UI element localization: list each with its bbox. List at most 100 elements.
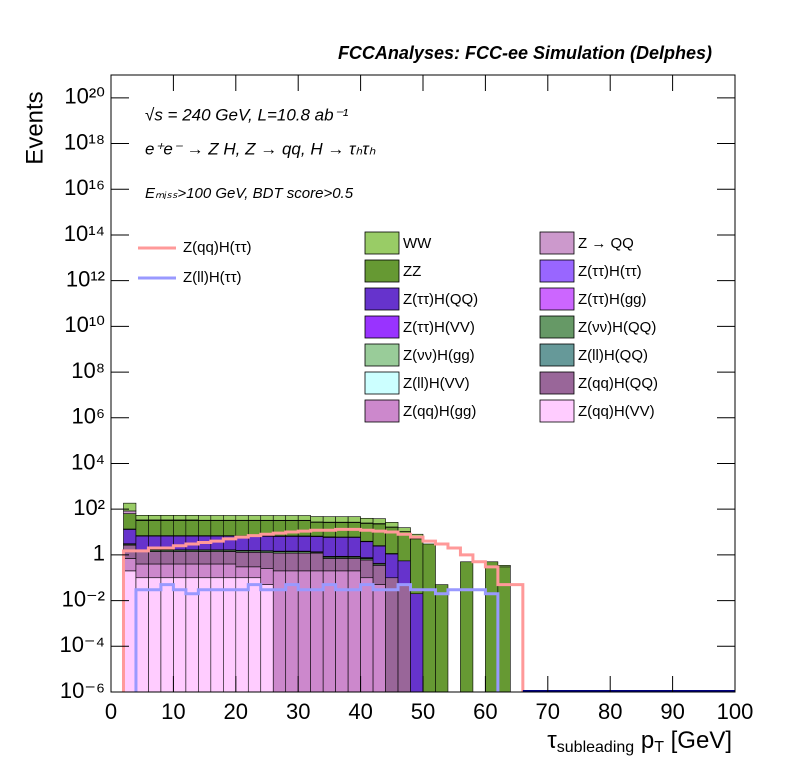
- y-tick-label: 10¹⁶: [64, 175, 105, 200]
- bar-segment: [160, 520, 174, 536]
- bar-segment: [185, 515, 199, 521]
- legend-label: Z(νν)H(QQ): [578, 319, 656, 336]
- bar-segment: [397, 584, 411, 692]
- bar-segment: [347, 537, 361, 557]
- y-tick-label: 10¹⁸: [64, 129, 105, 154]
- legend-label: Z(ττ)H(gg): [578, 291, 647, 308]
- bar-segment: [160, 577, 174, 692]
- legend-swatch: [364, 343, 400, 367]
- bar-segment: [285, 515, 299, 521]
- legend-swatch: [364, 287, 400, 311]
- legend-label: Z(νν)H(gg): [403, 347, 475, 364]
- bar-segment: [123, 502, 137, 512]
- step-line: [134, 583, 500, 692]
- bar-segment: [223, 520, 237, 536]
- legend-swatch: [364, 371, 400, 395]
- y-tick-label: 10⁶: [71, 404, 105, 429]
- bar-segment: [173, 577, 187, 692]
- bar-segment: [210, 520, 224, 536]
- bar-segment: [210, 563, 224, 579]
- x-tick-label: 0: [105, 699, 117, 724]
- bar-segment: [223, 577, 237, 692]
- bar-segment: [397, 527, 411, 532]
- bar-segment: [247, 566, 262, 579]
- bar-segment: [385, 553, 399, 579]
- legend-swatch: [364, 259, 400, 283]
- bar-segment: [210, 551, 224, 565]
- bar-segment: [310, 516, 324, 523]
- legend-swatch: [364, 315, 400, 339]
- bar-segment: [297, 552, 311, 572]
- bar-segment: [148, 551, 162, 565]
- y-tick-label: 10⁻⁶: [60, 678, 105, 703]
- bar-segment: [322, 558, 336, 572]
- bar-segment: [210, 577, 224, 692]
- bar-segment: [123, 558, 137, 572]
- bar-segment: [123, 513, 137, 530]
- bar-segment: [385, 522, 399, 528]
- bar-segment: [173, 515, 187, 521]
- bar-segment: [235, 520, 249, 537]
- bar-segment: [185, 520, 199, 536]
- bar-segment: [135, 515, 149, 521]
- legend-label: Z(qq)H(QQ): [578, 375, 658, 392]
- bar-segment: [135, 520, 149, 536]
- bar-segment: [460, 561, 474, 692]
- bar-segment: [123, 570, 137, 692]
- bar-segment: [360, 523, 374, 542]
- legend-swatch: [539, 343, 575, 367]
- bar-segment: [235, 551, 249, 568]
- bar-segment: [247, 535, 262, 551]
- bar-segment: [335, 516, 349, 523]
- x-tick-label: 90: [660, 699, 684, 724]
- bar-segment: [185, 563, 199, 579]
- bar-segment: [285, 552, 299, 572]
- x-tick-label: 100: [717, 699, 754, 724]
- bar-segment: [235, 566, 249, 579]
- chart-title: FCCAnalyses: FCC-ee Simulation (Delphes): [338, 43, 712, 63]
- bar-segment: [285, 520, 299, 537]
- x-label-part: τ: [547, 727, 557, 754]
- legend-label: Z(ll)H(ττ): [183, 269, 242, 286]
- bar-segment: [223, 563, 237, 579]
- bar-segment: [360, 559, 374, 579]
- bar-segment: [422, 543, 436, 692]
- bar-segment: [198, 551, 212, 565]
- bar-segment: [223, 515, 237, 521]
- legend-label: Z(qq)H(VV): [578, 403, 655, 420]
- bar-segment: [198, 515, 212, 521]
- x-axis-label: τsubleading pT [GeV]: [547, 727, 732, 756]
- legend-label: WW: [403, 235, 432, 252]
- bar-segment: [410, 538, 424, 595]
- bar-segment: [297, 515, 311, 521]
- bar-segment: [173, 520, 187, 536]
- legend-swatch: [539, 231, 575, 255]
- bar-segment: [372, 518, 386, 524]
- y-tick-label: 10⁻²: [62, 586, 105, 611]
- bar-segment: [322, 570, 336, 692]
- y-tick-label: 10⁻⁴: [59, 632, 105, 657]
- bar-segment: [148, 577, 162, 692]
- bar-segment: [272, 515, 287, 521]
- bar-segment: [173, 551, 187, 565]
- y-tick-label: 10¹⁰: [64, 312, 105, 337]
- bar-segment: [297, 536, 311, 552]
- y-tick-label: 10²: [73, 495, 105, 520]
- bar-segment: [435, 584, 449, 692]
- plot-area: [121, 502, 735, 692]
- bar-segment: [285, 570, 299, 692]
- legend-swatch: [539, 315, 575, 339]
- bar-segment: [135, 563, 149, 579]
- step-line: [121, 527, 525, 692]
- y-tick-label: 10²⁰: [64, 84, 105, 109]
- legend-label: Z(qq)H(gg): [403, 403, 476, 420]
- x-tick-label: 50: [411, 699, 435, 724]
- bar-segment: [160, 551, 174, 565]
- legend-label: Z(ll)H(VV): [403, 375, 470, 392]
- legend-label: Z → QQ: [578, 235, 634, 252]
- bar-segment: [260, 568, 274, 585]
- bar-segment: [135, 551, 149, 565]
- legend-swatch: [539, 287, 575, 311]
- legend-swatch: [364, 231, 400, 255]
